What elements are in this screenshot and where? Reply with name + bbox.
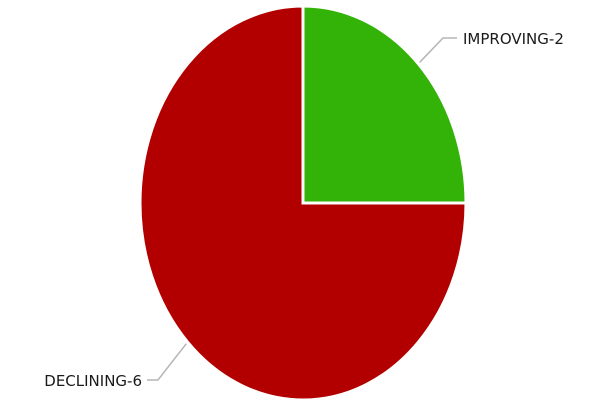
slice-label-declining: DECLINING-6	[44, 372, 142, 390]
pie-slice-improving[interactable]	[301, 4, 468, 205]
leader-line-declining	[147, 343, 187, 381]
slice-label-improving: IMPROVING-2	[463, 30, 564, 48]
pie-labels: IMPROVING-2 DECLINING-6	[44, 30, 564, 390]
pie-slices	[138, 4, 468, 402]
pie-slice-declining[interactable]	[138, 4, 468, 402]
leader-line-improving	[419, 37, 457, 63]
pie-leader-lines	[147, 37, 457, 381]
